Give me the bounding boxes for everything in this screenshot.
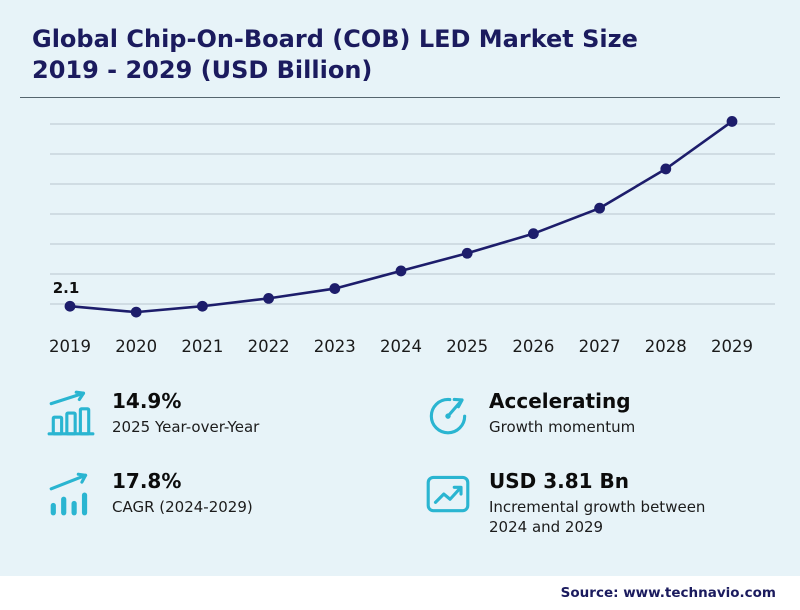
svg-text:2027: 2027 bbox=[579, 337, 621, 356]
footer-bar: Source: www.technavio.com bbox=[0, 576, 800, 610]
svg-text:2021: 2021 bbox=[181, 337, 223, 356]
svg-text:2022: 2022 bbox=[248, 337, 290, 356]
stat-text: 14.9% 2025 Year-over-Year bbox=[112, 388, 259, 438]
svg-text:2019: 2019 bbox=[49, 337, 91, 356]
svg-text:2029: 2029 bbox=[711, 337, 753, 356]
stat-incremental-growth: USD 3.81 Bn Incremental growth between 2… bbox=[423, 468, 800, 537]
svg-text:2026: 2026 bbox=[512, 337, 554, 356]
stat-value: 14.9% bbox=[112, 389, 182, 414]
market-size-line-chart: 2.1 2019 2020 2021 2022 2023 2024 2025 2026 2027 2… bbox=[49, 116, 775, 356]
page-title-line2: 2019 - 2029 (USD Billion) bbox=[32, 55, 373, 84]
chart-box-icon bbox=[423, 468, 473, 518]
title-divider bbox=[20, 97, 780, 99]
svg-text:2025: 2025 bbox=[446, 337, 488, 356]
chart-area: 2.1 2019 2020 2021 2022 2023 2024 2025 2026 2027 2… bbox=[20, 102, 780, 364]
stat-text: 17.8% CAGR (2024-2029) bbox=[112, 468, 253, 518]
stat-label: CAGR (2024-2029) bbox=[112, 498, 253, 517]
stat-label: 2025 Year-over-Year bbox=[112, 418, 260, 437]
stat-cagr: 17.8% CAGR (2024-2029) bbox=[46, 468, 423, 537]
stat-momentum: Accelerating Growth momentum bbox=[423, 388, 800, 438]
bars-arrow-icon bbox=[46, 468, 96, 518]
stats-grid: 14.9% 2025 Year-over-Year Accelerating G… bbox=[46, 388, 800, 537]
svg-text:2028: 2028 bbox=[645, 337, 687, 356]
source-text: Source: www.technavio.com bbox=[560, 585, 776, 601]
page-title-line1: Global Chip-On-Board (COB) LED Market Si… bbox=[32, 25, 638, 53]
stat-value: USD 3.81 Bn bbox=[489, 469, 629, 494]
svg-text:2024: 2024 bbox=[380, 337, 422, 356]
stat-label: Growth momentum bbox=[489, 418, 636, 437]
svg-text:2020: 2020 bbox=[115, 337, 157, 356]
stat-value: Accelerating bbox=[489, 389, 631, 414]
bar-chart-rise-icon bbox=[46, 388, 96, 438]
svg-text:2.1: 2.1 bbox=[53, 280, 80, 298]
svg-text:2023: 2023 bbox=[314, 337, 356, 356]
stat-text: USD 3.81 Bn Incremental growth between 2… bbox=[489, 468, 739, 537]
stat-text: Accelerating Growth momentum bbox=[489, 388, 635, 438]
stat-yoy: 14.9% 2025 Year-over-Year bbox=[46, 388, 423, 438]
stat-label: Incremental growth between 2024 and 2029 bbox=[489, 498, 706, 536]
page-title: Global Chip-On-Board (COB) LED Market Si… bbox=[0, 0, 800, 93]
gauge-icon bbox=[423, 388, 473, 438]
stat-value: 17.8% bbox=[112, 469, 182, 494]
